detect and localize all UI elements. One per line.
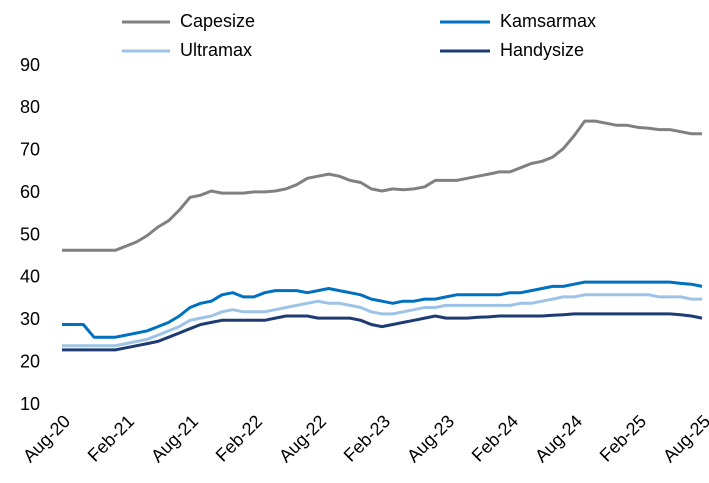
series-line bbox=[62, 119, 702, 252]
y-tick-label: 60 bbox=[20, 182, 40, 202]
legend-label: Handysize bbox=[500, 40, 584, 60]
x-tick-label: Feb-21 bbox=[84, 411, 138, 465]
y-tick-label: 90 bbox=[20, 55, 40, 75]
y-tick-label: 30 bbox=[20, 309, 40, 329]
legend-label: Ultramax bbox=[180, 40, 252, 60]
legend-label: Capesize bbox=[180, 11, 255, 31]
x-tick-label: Feb-22 bbox=[212, 411, 266, 465]
y-tick-label: 10 bbox=[20, 394, 40, 414]
y-tick-label: 50 bbox=[20, 224, 40, 244]
x-tick-label: Aug-23 bbox=[403, 411, 458, 466]
y-tick-label: 70 bbox=[20, 140, 40, 160]
x-tick-label: Aug-20 bbox=[19, 411, 74, 466]
series-line bbox=[62, 280, 703, 339]
series-line bbox=[62, 312, 703, 352]
y-tick-label: 80 bbox=[20, 97, 40, 117]
x-tick-label: Feb-25 bbox=[596, 411, 650, 465]
series-line bbox=[62, 293, 702, 348]
x-tick-label: Aug-22 bbox=[275, 411, 330, 466]
x-tick-label: Aug-25 bbox=[659, 411, 709, 466]
x-tick-label: Aug-21 bbox=[147, 411, 202, 466]
legend: Capesize Kamsarmax Ultramax Handysize bbox=[122, 11, 596, 60]
y-tick-label: 20 bbox=[20, 351, 40, 371]
x-tick-label: Feb-23 bbox=[340, 411, 394, 465]
legend-label: Kamsarmax bbox=[500, 11, 596, 31]
x-tick-label: Aug-24 bbox=[531, 411, 586, 466]
x-tick-label: Feb-24 bbox=[468, 411, 522, 465]
y-tick-label: 40 bbox=[20, 267, 40, 287]
